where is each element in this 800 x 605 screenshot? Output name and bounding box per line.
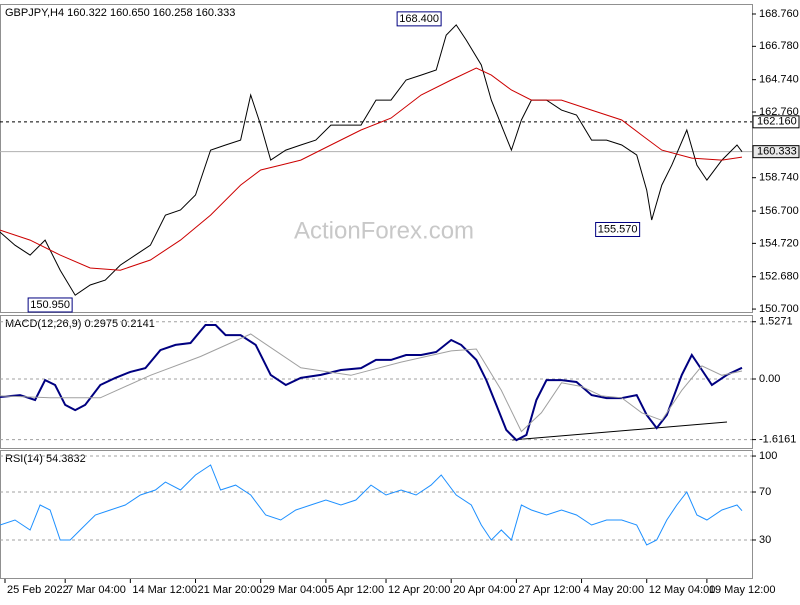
annotation-box xyxy=(396,11,442,27)
series-line xyxy=(0,464,743,546)
price-panel xyxy=(0,4,753,313)
y-tick-label: 166.780 xyxy=(759,40,799,52)
x-tick-label: 12 Apr 20:00 xyxy=(388,584,450,596)
y-tick-label: 0.00 xyxy=(759,373,780,385)
annotation-box xyxy=(27,297,73,313)
panel-title: MACD(12,26,9) 0.2975 0.2141 xyxy=(5,318,155,330)
annotation-box xyxy=(595,221,641,237)
series-line xyxy=(0,24,743,296)
x-tick-label: 29 Mar 04:00 xyxy=(263,584,328,596)
y-tick-label: 156.700 xyxy=(759,205,799,217)
x-tick-label: 4 May 20:00 xyxy=(584,584,645,596)
watermark: ActionForex.com xyxy=(294,217,474,244)
panel-title: RSI(14) 54.3832 xyxy=(5,453,86,465)
y-tick-label: 168.760 xyxy=(759,8,799,20)
y-tick-label: 100 xyxy=(759,450,777,462)
y-tick-label: 164.740 xyxy=(759,74,799,86)
annotation-label: 155.570 xyxy=(598,223,638,235)
x-tick-label: 14 Mar 12:00 xyxy=(132,584,197,596)
x-tick-label: 27 Apr 12:00 xyxy=(518,584,580,596)
price-label: 160.333 xyxy=(757,146,797,158)
x-tick-label: 12 May 04:00 xyxy=(649,584,716,596)
annotation-label: 150.950 xyxy=(30,299,70,311)
y-tick-label: 1.5271 xyxy=(759,316,793,328)
y-tick-label: 152.680 xyxy=(759,271,799,283)
macd-panel xyxy=(0,315,753,449)
rsi-panel xyxy=(0,450,753,579)
x-tick-label: 19 May 12:00 xyxy=(709,584,776,596)
y-tick-label: 150.700 xyxy=(759,303,799,315)
y-tick-label: 158.740 xyxy=(759,172,799,184)
annotation-label: 168.400 xyxy=(399,13,439,25)
series-line xyxy=(0,324,743,442)
trendline xyxy=(511,421,728,441)
y-tick-label: 154.720 xyxy=(759,237,799,249)
x-tick-label: 20 Apr 04:00 xyxy=(453,584,515,596)
y-tick-label: 162.760 xyxy=(759,106,799,118)
series-line xyxy=(0,333,743,433)
series-line xyxy=(0,67,743,271)
x-tick-label: 25 Feb 2022 xyxy=(7,584,69,596)
panel-title: GBPJPY,H4 160.322 160.650 160.258 160.33… xyxy=(5,7,235,19)
x-tick-label: 7 Mar 04:00 xyxy=(67,584,126,596)
x-tick-label: 5 Apr 12:00 xyxy=(328,584,384,596)
y-tick-label: -1.6161 xyxy=(759,434,796,446)
price-label: 162.160 xyxy=(757,116,797,128)
price-label-box xyxy=(752,115,800,129)
y-tick-label: 30 xyxy=(759,534,771,546)
y-tick-label: 70 xyxy=(759,486,771,498)
x-tick-label: 21 Mar 20:00 xyxy=(198,584,263,596)
price-label-box xyxy=(752,145,800,159)
